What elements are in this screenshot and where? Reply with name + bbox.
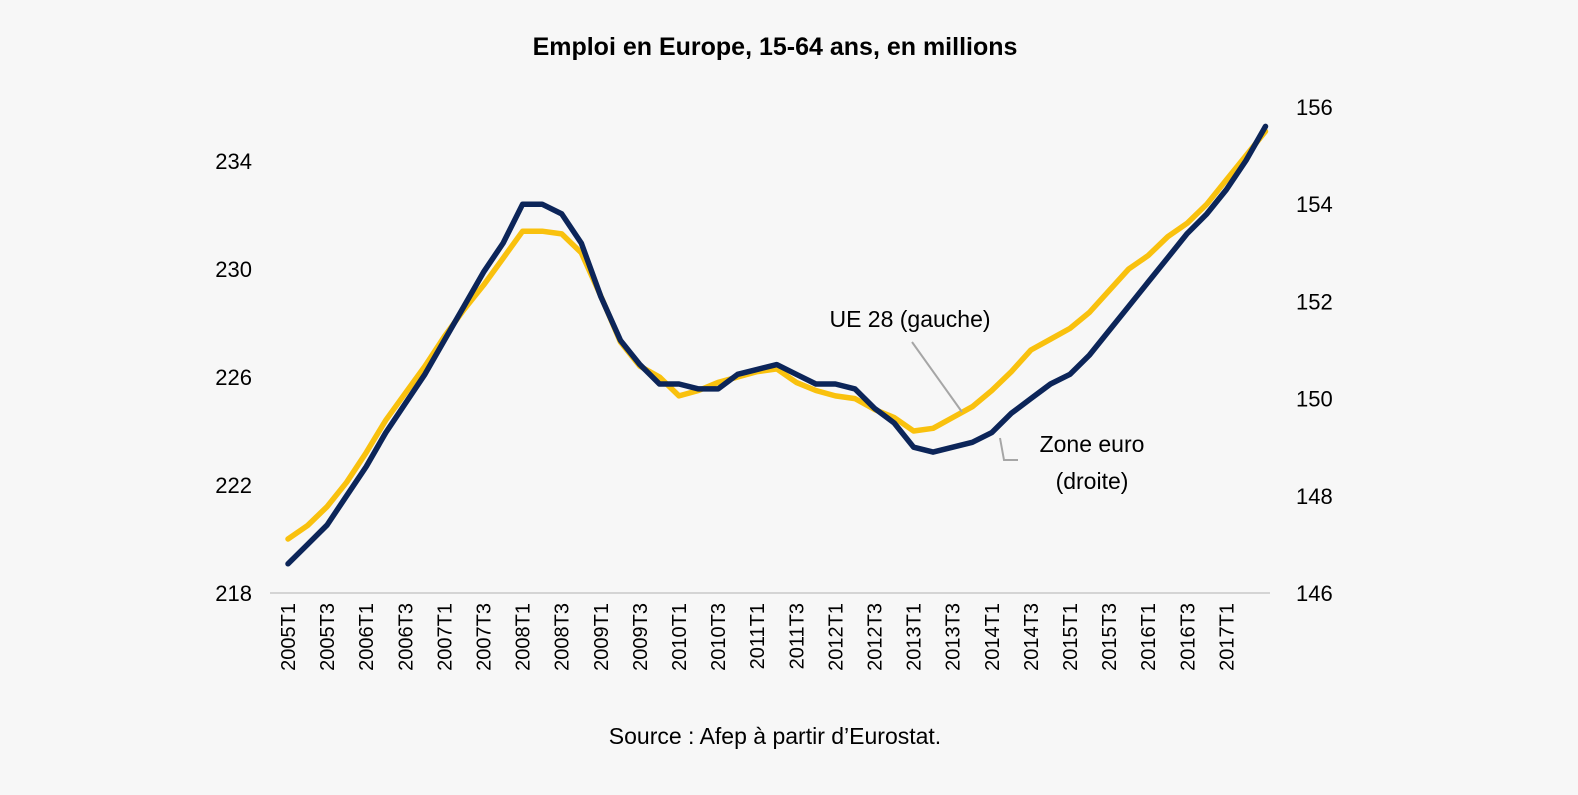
left-y-tick-label: 234 <box>215 149 252 174</box>
left-y-tick-label: 226 <box>215 365 252 390</box>
chart-title: Emploi en Europe, 15-64 ans, en millions <box>533 33 1018 61</box>
x-tick-label: 2006T1 <box>356 603 378 671</box>
x-tick-label: 2014T1 <box>982 603 1004 671</box>
x-tick-label: 2008T1 <box>513 603 535 671</box>
x-tick-label: 2005T3 <box>317 603 339 671</box>
x-tick-label: 2014T3 <box>1021 603 1043 671</box>
x-axis: 2005T1 2005T3 2006T1 2006T3 2007T1 2007T3 2008… <box>278 603 1238 671</box>
left-y-tick-label: 218 <box>215 581 252 606</box>
x-tick-label: 2009T1 <box>591 603 613 671</box>
left-y-tick-label: 230 <box>215 257 252 282</box>
x-tick-label: 2013T1 <box>904 603 926 671</box>
eu28-annotation: UE 28 (gauche) <box>829 306 990 332</box>
x-tick-label: 2011T3 <box>786 603 808 669</box>
euro-annotation-line2: (droite) <box>1056 468 1129 494</box>
x-tick-label: 2017T1 <box>1216 603 1238 671</box>
x-tick-label: 2007T1 <box>434 603 456 671</box>
x-tick-label: 2012T3 <box>865 603 887 671</box>
right-y-tick-label: 146 <box>1296 581 1333 606</box>
right-y-tick-label: 152 <box>1296 289 1333 314</box>
x-tick-label: 2015T3 <box>1099 603 1121 671</box>
x-tick-label: 2011T1 <box>747 603 769 669</box>
x-tick-label: 2009T3 <box>630 603 652 671</box>
x-tick-label: 2013T3 <box>943 603 965 671</box>
euro-annotation-line1: Zone euro <box>1040 431 1145 457</box>
x-tick-label: 2008T3 <box>552 603 574 671</box>
x-tick-label: 2016T3 <box>1177 603 1199 671</box>
left-y-tick-label: 222 <box>215 473 252 498</box>
x-tick-label: 2015T1 <box>1060 603 1082 671</box>
left-y-axis: 218 222 226 230 234 <box>215 149 252 606</box>
series-line-zone-euro <box>285 123 1269 567</box>
x-tick-label: 2010T3 <box>708 603 730 671</box>
x-tick-label: 2012T1 <box>825 603 847 671</box>
series-layer <box>285 123 1269 567</box>
x-tick-label: 2005T1 <box>278 603 300 671</box>
x-tick-label: 2016T1 <box>1138 603 1160 671</box>
source-note: Source : Afep à partir d’Eurostat. <box>609 723 941 749</box>
x-tick-label: 2006T3 <box>395 603 417 671</box>
euro-leader-line <box>999 437 1018 461</box>
right-y-tick-label: 150 <box>1296 387 1333 412</box>
x-tick-label: 2010T1 <box>669 603 691 671</box>
right-y-axis: 146 148 150 152 154 156 <box>1296 95 1333 606</box>
x-tick-label: 2007T3 <box>474 603 496 671</box>
right-y-tick-label: 156 <box>1296 95 1333 120</box>
eu28-leader-line <box>911 341 963 413</box>
right-y-tick-label: 154 <box>1296 192 1333 217</box>
right-y-tick-label: 148 <box>1296 484 1333 509</box>
